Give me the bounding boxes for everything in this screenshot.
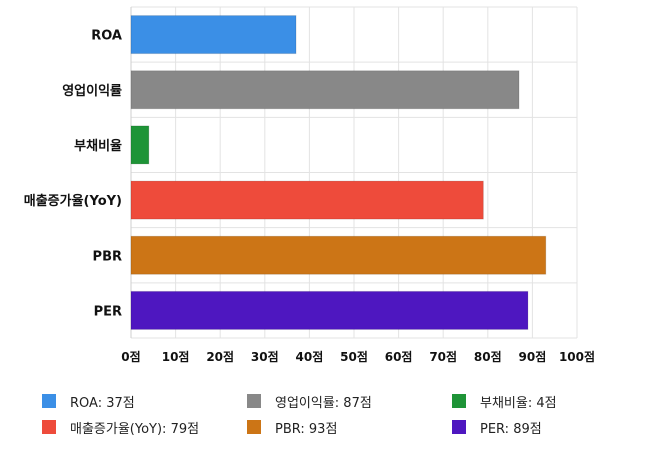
category-label-0: ROA bbox=[91, 29, 122, 44]
legend-item-2: 부채비율: 4점 bbox=[452, 392, 642, 411]
x-tick-label-8: 80점 bbox=[474, 349, 502, 364]
legend-label-1: 영업이익률: 87점 bbox=[275, 395, 372, 411]
bar-1 bbox=[130, 70, 520, 110]
legend-item-4: PBR: 93점 bbox=[247, 418, 452, 437]
category-label-1: 영업이익률 bbox=[62, 83, 122, 99]
x-tick-label-4: 40점 bbox=[296, 349, 324, 364]
legend-item-0: ROA: 37점 bbox=[42, 392, 247, 411]
x-tick-label-0: 0점 bbox=[121, 349, 140, 364]
legend-label-0: ROA: 37점 bbox=[70, 395, 135, 411]
legend-swatch-4 bbox=[247, 420, 261, 434]
legend-swatch-2 bbox=[452, 394, 466, 408]
x-tick-label-3: 30점 bbox=[251, 349, 279, 364]
x-tick-label-9: 90점 bbox=[519, 349, 547, 364]
legend-swatch-3 bbox=[42, 420, 56, 434]
legend-swatch-5 bbox=[452, 420, 466, 434]
legend-swatch-0 bbox=[42, 394, 56, 408]
legend-label-5: PER: 89점 bbox=[480, 421, 542, 437]
x-tick-label-2: 20점 bbox=[206, 349, 234, 364]
bar-5 bbox=[130, 290, 529, 330]
legend-item-3: 매출증가율(YoY): 79점 bbox=[42, 418, 247, 437]
category-label-2: 부채비율 bbox=[74, 138, 122, 154]
legend-label-2: 부채비율: 4점 bbox=[480, 395, 557, 411]
legend-item-1: 영업이익률: 87점 bbox=[247, 392, 452, 411]
legend-label-4: PBR: 93점 bbox=[275, 421, 338, 437]
bar-0 bbox=[130, 15, 297, 55]
x-tick-label-6: 60점 bbox=[385, 349, 413, 364]
legend-swatch-1 bbox=[247, 394, 261, 408]
category-label-5: PER bbox=[94, 304, 122, 319]
x-tick-label-5: 50점 bbox=[340, 349, 368, 364]
bar-4 bbox=[130, 235, 547, 275]
category-label-3: 매출증가율(YoY) bbox=[24, 193, 122, 209]
x-tick-label-1: 10점 bbox=[162, 349, 190, 364]
bar-2 bbox=[130, 125, 150, 165]
legend-label-3: 매출증가율(YoY): 79점 bbox=[70, 421, 200, 437]
x-tick-label-7: 70점 bbox=[429, 349, 457, 364]
category-label-4: PBR bbox=[93, 249, 122, 264]
legend-item-5: PER: 89점 bbox=[452, 418, 642, 437]
bar-3 bbox=[130, 180, 484, 220]
x-tick-label-10: 100점 bbox=[559, 349, 595, 364]
